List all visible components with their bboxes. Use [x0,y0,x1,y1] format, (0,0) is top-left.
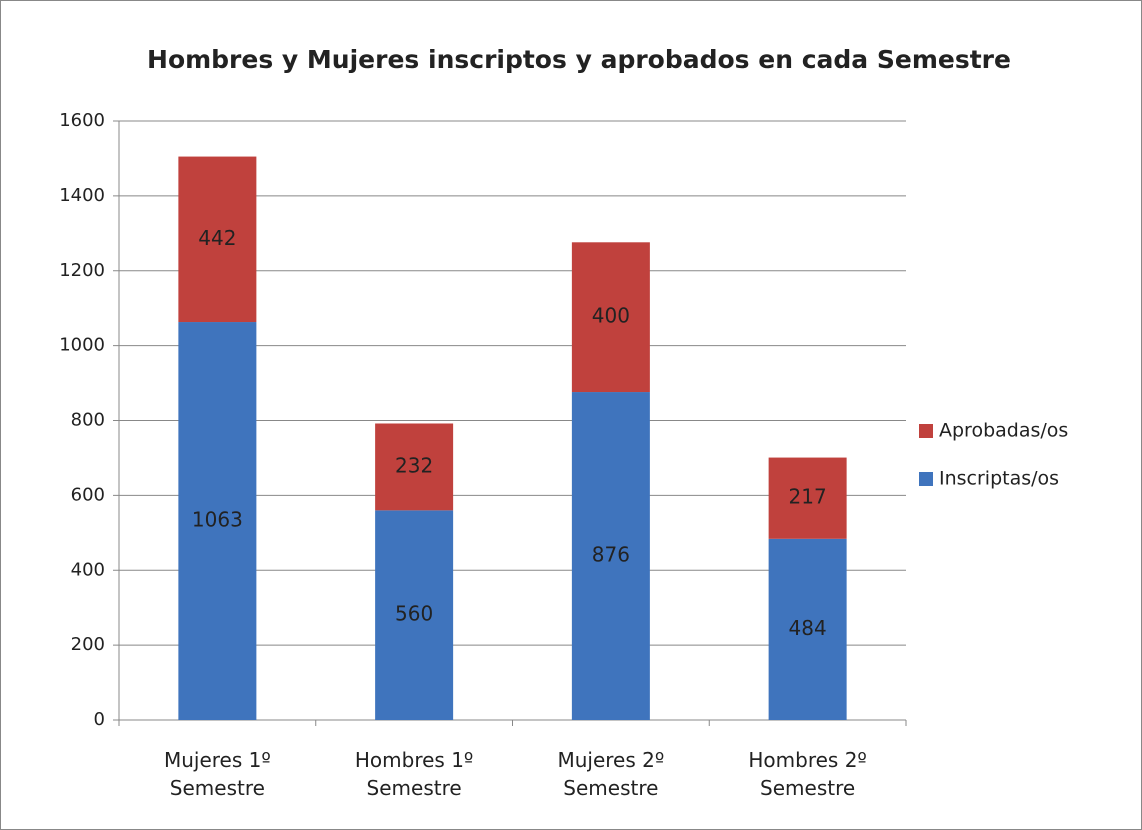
y-tick-label: 800 [71,410,105,431]
data-label: 876 [592,543,630,567]
legend-swatch [919,472,933,486]
chart-title: Hombres y Mujeres inscriptos y aprobados… [147,45,1011,74]
data-label: 484 [789,616,827,640]
y-tick-label: 600 [71,484,105,505]
bar-segment [375,423,454,511]
bar-segment [571,242,650,393]
data-label: 400 [592,304,630,328]
y-tick-label: 400 [71,559,105,580]
y-tick-label: 1200 [59,260,105,281]
bar-segment [768,457,847,539]
y-tick-label: 1400 [59,185,105,206]
x-tick-label: Hombres 1º Semestre [354,748,474,800]
bar-segment [178,156,257,323]
legend-label: Inscriptas/os [939,468,1059,490]
bar-segment [375,510,454,720]
data-label: 232 [395,453,433,477]
data-label: 217 [789,485,827,509]
data-label: 560 [395,602,433,626]
y-tick-label: 1600 [59,110,105,131]
y-tick-label: 0 [94,709,105,730]
x-tick-label: Mujeres 2º Semestre [557,748,665,800]
legend-swatch [919,424,933,438]
x-tick-label: Mujeres 1º Semestre [163,748,271,800]
bar-segment [571,392,650,720]
bar-segment [768,538,847,720]
y-tick-label: 1000 [59,335,105,356]
data-label: 442 [198,226,236,250]
x-tick-label: Hombres 2º Semestre [748,748,867,800]
data-label: 1063 [192,508,243,532]
bar-segment [178,322,257,720]
legend-label: Aprobadas/os [939,420,1068,442]
y-tick-label: 200 [71,634,105,655]
